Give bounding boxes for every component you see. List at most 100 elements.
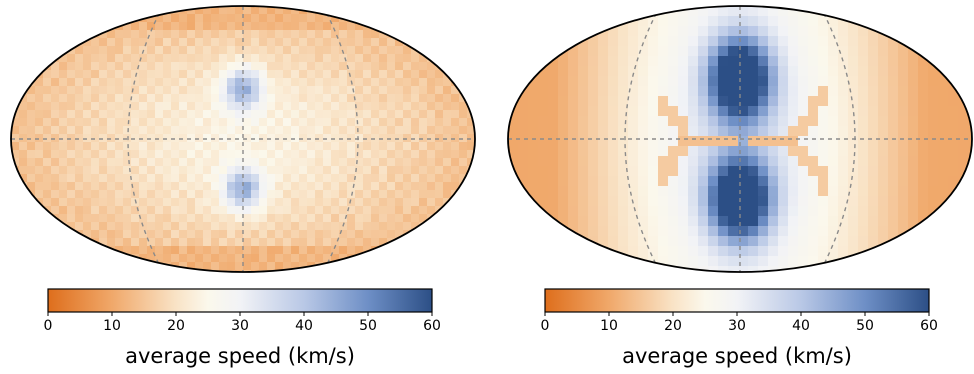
heatmap-cell	[419, 94, 428, 103]
heatmap-cell	[928, 266, 939, 272]
heatmap-cell	[628, 56, 639, 67]
heatmap-cell	[728, 206, 739, 217]
heatmap-cell	[307, 110, 316, 119]
heatmap-cell	[43, 246, 52, 255]
heatmap-cell	[938, 216, 949, 227]
heatmap-cell	[958, 156, 969, 167]
heatmap-cell	[878, 156, 889, 167]
heatmap-cell	[918, 226, 929, 237]
heatmap-cell	[578, 186, 589, 197]
heatmap-cell	[363, 102, 372, 111]
heatmap-cell	[698, 236, 709, 247]
heatmap-cell	[227, 206, 236, 215]
heatmap-cell	[888, 226, 899, 237]
heatmap-cell	[163, 70, 172, 79]
heatmap-cell	[83, 182, 92, 191]
heatmap-cell	[219, 174, 228, 183]
heatmap-cell	[267, 30, 276, 39]
heatmap-cell	[788, 246, 799, 257]
heatmap-cell	[888, 16, 899, 27]
heatmap-cell	[608, 66, 619, 77]
heatmap-cell	[467, 254, 475, 263]
heatmap-cell	[459, 166, 468, 175]
heatmap-cell	[508, 196, 519, 207]
heatmap-cell	[888, 96, 899, 107]
heatmap-cell	[395, 158, 404, 167]
heatmap-cell	[648, 46, 659, 57]
heatmap-cell	[275, 206, 284, 215]
heatmap-cell	[808, 56, 819, 67]
heatmap-cell	[315, 174, 324, 183]
heatmap-cell	[878, 236, 889, 247]
heatmap-cell	[648, 206, 659, 217]
heatmap-cell	[59, 22, 68, 31]
heatmap-cell	[11, 70, 20, 79]
heatmap-cell	[958, 76, 969, 87]
heatmap-cell	[307, 70, 316, 79]
heatmap-cell	[331, 158, 340, 167]
heatmap-cell	[163, 94, 172, 103]
heatmap-cell	[19, 6, 28, 15]
heatmap-cell	[443, 70, 452, 79]
heatmap-cell	[251, 182, 260, 191]
heatmap-cell	[419, 246, 428, 255]
heatmap-cell	[59, 246, 68, 255]
heatmap-cell	[395, 94, 404, 103]
heatmap-cell	[267, 6, 276, 15]
heatmap-cell	[708, 186, 719, 197]
heatmap-cell	[179, 30, 188, 39]
heatmap-cell	[518, 266, 529, 272]
heatmap-cell	[91, 206, 100, 215]
heatmap-cell	[275, 254, 284, 263]
heatmap-cell	[435, 214, 444, 223]
heatmap-cell	[443, 14, 452, 23]
heatmap-cell	[339, 38, 348, 47]
heatmap-cell	[718, 156, 729, 167]
heatmap-cell	[99, 102, 108, 111]
heatmap-cell	[243, 86, 252, 95]
heatmap-cell	[419, 62, 428, 71]
heatmap-cell	[908, 176, 919, 187]
heatmap-cell	[355, 46, 364, 55]
heatmap-cell	[91, 70, 100, 79]
heatmap-cell	[898, 246, 909, 257]
heatmap-cell	[107, 190, 116, 199]
heatmap-cell	[598, 16, 609, 27]
heatmap-cell	[91, 158, 100, 167]
heatmap-cell	[708, 206, 719, 217]
heatmap-cell	[291, 110, 300, 119]
heatmap-cell	[259, 46, 268, 55]
heatmap-cell	[848, 106, 859, 117]
heatmap-cell	[718, 226, 729, 237]
heatmap-cell	[131, 46, 140, 55]
heatmap-cell	[163, 46, 172, 55]
heatmap-cell	[123, 38, 132, 47]
heatmap-cell	[467, 62, 475, 71]
heatmap-cell	[219, 206, 228, 215]
heatmap-cell	[339, 102, 348, 111]
heatmap-cell	[291, 30, 300, 39]
heatmap-cell	[459, 126, 468, 135]
heatmap-cell	[518, 196, 529, 207]
heatmap-cell	[139, 110, 148, 119]
heatmap-cell	[315, 62, 324, 71]
heatmap-cell	[608, 76, 619, 87]
heatmap-cell	[778, 186, 789, 197]
heatmap-cell	[283, 158, 292, 167]
heatmap-cell	[738, 6, 749, 17]
heatmap-cell	[668, 76, 679, 87]
heatmap-cell	[387, 206, 396, 215]
heatmap-cell	[131, 86, 140, 95]
heatmap-cell	[331, 70, 340, 79]
heatmap-cell	[163, 134, 172, 143]
heatmap-cell	[778, 266, 789, 272]
heatmap-cell	[395, 118, 404, 127]
heatmap-cell	[698, 256, 709, 267]
heatmap-cell	[427, 62, 436, 71]
heatmap-cell	[283, 230, 292, 239]
heatmap-cell	[155, 38, 164, 47]
heatmap-cell	[35, 86, 44, 95]
heatmap-cell	[387, 102, 396, 111]
heatmap-cell	[59, 182, 68, 191]
heatmap-cell	[251, 238, 260, 247]
